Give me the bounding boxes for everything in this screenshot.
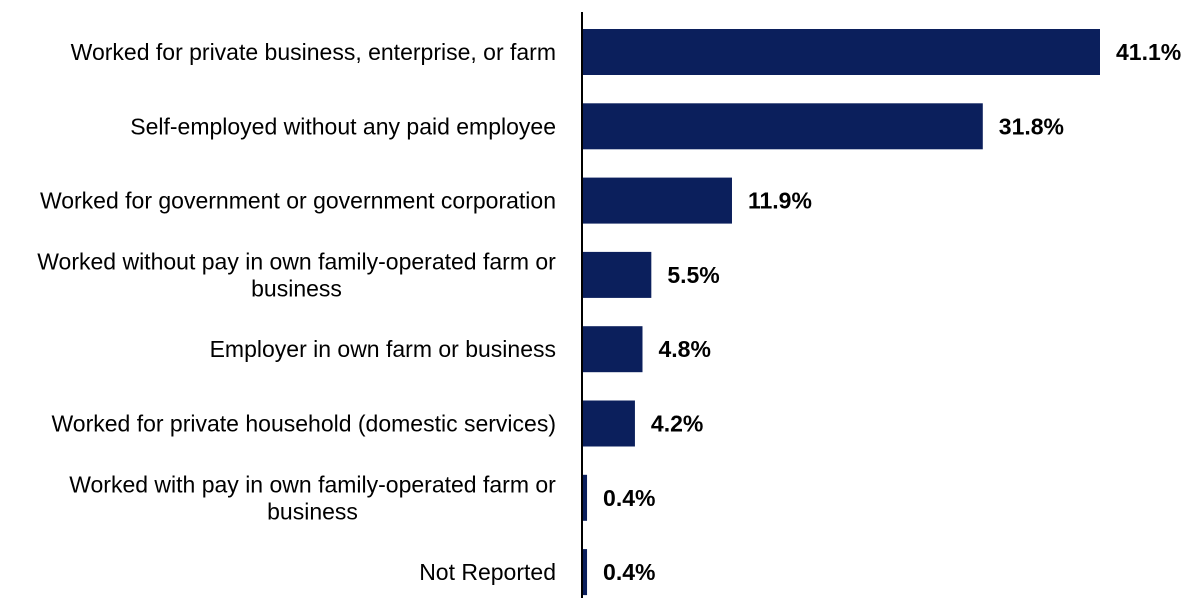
value-label: 4.8% — [658, 336, 710, 362]
bar — [582, 29, 1100, 75]
bar — [582, 549, 588, 596]
category-labels: Worked for private business, enterprise,… — [37, 39, 556, 585]
value-label: 5.5% — [667, 262, 719, 288]
bar — [582, 177, 732, 224]
bar — [582, 400, 635, 447]
category-label: Worked without pay in own family-operate… — [37, 248, 556, 301]
bar — [582, 474, 588, 521]
bar — [582, 326, 643, 373]
value-label: 31.8% — [999, 113, 1064, 139]
category-label: Worked for government or government corp… — [40, 188, 556, 214]
bar — [582, 251, 652, 298]
value-label: 0.4% — [603, 485, 655, 511]
category-label: Worked with pay in own family-operated f… — [69, 471, 556, 524]
category-label: Self-employed without any paid employee — [130, 113, 556, 139]
category-label: Not Reported — [419, 559, 556, 585]
value-labels: 41.1% 31.8% 11.9% 5.5% 4.8% 4.2% 0.4% 0.4% — [603, 39, 1181, 585]
bar — [582, 103, 983, 150]
value-label: 41.1% — [1116, 39, 1181, 65]
category-label: Employer in own farm or business — [210, 336, 556, 362]
category-label: Worked for private business, enterprise,… — [71, 39, 556, 65]
value-label: 4.2% — [651, 411, 703, 437]
category-label: Worked for private household (domestic s… — [51, 411, 556, 437]
value-label: 0.4% — [603, 559, 655, 585]
value-label: 11.9% — [748, 188, 812, 214]
bars — [582, 29, 1100, 596]
